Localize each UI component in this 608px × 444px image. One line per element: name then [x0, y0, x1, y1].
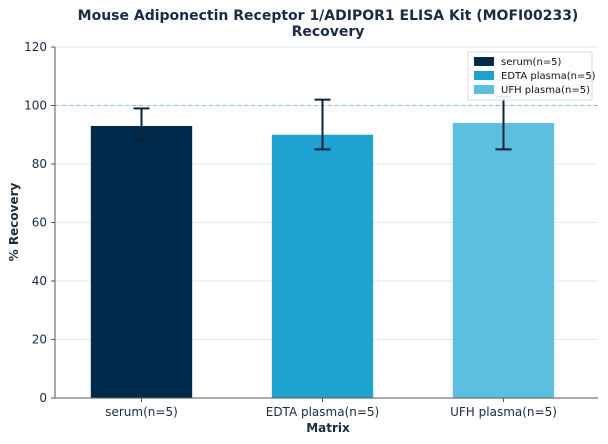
bars [90, 123, 555, 399]
bar-1 [271, 134, 374, 398]
legend-label: UFH plasma(n=5) [501, 85, 590, 96]
error-bars [133, 95, 512, 151]
x-tick-labels: serum(n=5) EDTA plasma(n=5) UFH plasma(n=5… [105, 398, 557, 419]
y-axis-label: % Recovery [7, 183, 21, 262]
x-tick-label: UFH plasma(n=5) [450, 405, 557, 419]
chart-title: Mouse Adiponectin Receptor 1/ADIPOR1 ELI… [78, 8, 579, 24]
legend-label: EDTA plasma(n=5) [501, 71, 596, 82]
y-tick-label: 60 [32, 216, 47, 230]
y-tick-label: 40 [32, 274, 47, 288]
y-tick-label: 20 [32, 333, 47, 347]
y-tick-label: 0 [39, 391, 47, 405]
legend: serum(n=5) EDTA plasma(n=5) UFH plasma(n=5… [467, 51, 596, 101]
y-tick-label: 80 [32, 157, 47, 171]
legend-swatch [474, 71, 494, 80]
x-tick-label: EDTA plasma(n=5) [266, 405, 380, 419]
legend-swatch [474, 57, 494, 66]
bar-2 [452, 123, 555, 399]
x-tick-label: serum(n=5) [105, 405, 178, 419]
y-tick-label: 100 [24, 99, 47, 113]
bar-0 [90, 125, 193, 398]
legend-label: serum(n=5) [501, 57, 562, 68]
x-axis-label: Matrix [306, 421, 350, 435]
chart-subtitle: Recovery [292, 24, 365, 40]
y-tick-label: 120 [24, 40, 47, 54]
y-tick-labels: 0 20 40 60 80 100 120 [24, 40, 55, 405]
legend-swatch [474, 85, 494, 94]
